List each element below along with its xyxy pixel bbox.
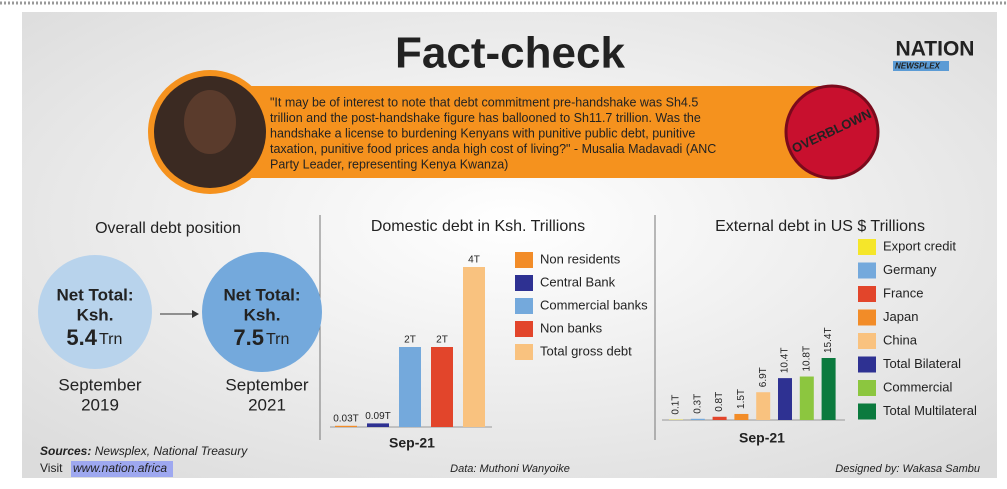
legend-label: Commercial banks: [540, 297, 648, 312]
legend-swatch: [858, 403, 876, 420]
quote: "It may be of interest to note that debt…: [270, 95, 716, 171]
chart-title: External debt in US $ Trillions: [715, 218, 925, 235]
value-label: 0.03T: [333, 413, 359, 424]
quote-line: handshake a license to burdening Kenyans…: [270, 126, 695, 140]
logo: NATION: [896, 38, 975, 61]
circle-currency: Ksh.: [77, 305, 114, 324]
legend-label: Central Bank: [540, 274, 616, 289]
value-label: 10.8T: [801, 346, 812, 372]
month: September: [58, 375, 141, 394]
circle-unit: Trn: [99, 331, 122, 348]
section-title: Overall debt position: [95, 220, 241, 237]
value-label: 10.4T: [780, 348, 791, 374]
bar: [463, 267, 485, 427]
legend-swatch: [515, 252, 533, 268]
value-label: 4T: [468, 255, 480, 266]
value-label: 0.1T: [671, 395, 682, 415]
legend-label: France: [883, 285, 923, 300]
legend-label: Total gross debt: [540, 343, 632, 358]
circle-label: Net Total:: [56, 285, 133, 304]
legend-label: Commercial: [883, 379, 952, 394]
year: 2021: [248, 395, 286, 414]
bar: [778, 378, 792, 420]
month: September: [225, 375, 308, 394]
bar: [431, 347, 453, 427]
legend-swatch: [858, 333, 876, 349]
sources: Sources: Newsplex, National Treasury: [40, 444, 248, 458]
quote-line: Party Leader, representing Kenya Kwanza): [270, 157, 508, 171]
value-label: 15.4T: [823, 327, 834, 353]
bar: [821, 358, 836, 420]
value-label: 1.5T: [736, 389, 747, 409]
title: Fact-check: [395, 29, 625, 78]
bar: [335, 425, 357, 427]
legend-label: Total Multilateral: [883, 403, 977, 418]
value-label: 6.9T: [758, 367, 769, 387]
bar: [756, 392, 771, 420]
photo-face: [184, 90, 236, 154]
link-highlight: [71, 461, 173, 477]
link[interactable]: www.nation.africa: [73, 461, 167, 475]
year: 2019: [81, 395, 119, 414]
debt-circle: [38, 255, 152, 369]
circle-amount: 5.4: [66, 325, 97, 350]
stamp: [784, 84, 880, 180]
circle-label: Net Total:: [223, 285, 300, 304]
value-label: 2T: [436, 335, 448, 346]
visit-label: Visit: [40, 461, 63, 475]
legend-label: Non banks: [540, 320, 603, 335]
legend-swatch: [515, 298, 533, 314]
logo-box: [893, 61, 949, 71]
sources-label: Sources:: [40, 444, 91, 458]
legend-swatch: [858, 309, 876, 326]
legend-swatch: [515, 321, 533, 337]
legend-swatch: [858, 356, 876, 373]
debt-circle: [202, 252, 322, 372]
quote-line: "It may be of interest to note that debt…: [270, 95, 698, 109]
charts: Domestic debt in Ksh. Trillions Sep-21 0.0…: [330, 218, 977, 451]
chart-title: Domestic debt in Ksh. Trillions: [371, 218, 585, 235]
x-tick-label: Sep-21: [739, 430, 785, 446]
sources-text: Newsplex, National Treasury: [95, 444, 249, 458]
bar: [690, 418, 705, 420]
legend-swatch: [515, 344, 533, 360]
legend-swatch: [515, 275, 533, 291]
quote-banner: [190, 86, 830, 178]
panel: [22, 12, 997, 478]
bar: [734, 413, 749, 420]
circle-unit: Trn: [266, 331, 289, 348]
legend-label: Germany: [883, 262, 937, 277]
legend-swatch: [858, 380, 876, 396]
quote-line: taxation, punitive food prices anda high…: [270, 142, 716, 156]
value-label: 0.09T: [365, 411, 391, 422]
legend-swatch: [858, 286, 876, 302]
legend-label: Export credit: [883, 238, 956, 253]
bar: [399, 347, 421, 427]
bar: [712, 416, 727, 420]
bar: [367, 423, 389, 427]
bar: [799, 376, 814, 420]
value-label: 2T: [404, 335, 416, 346]
legend-label: Total Bilateral: [883, 356, 961, 371]
circle-amount: 7.5: [233, 325, 264, 350]
legend-label: China: [883, 332, 918, 347]
value-label: 0.8T: [714, 392, 725, 412]
circle-currency: Ksh.: [244, 305, 281, 324]
legend-label: Japan: [883, 309, 918, 324]
legend-swatch: [858, 239, 876, 255]
data-credit: Data: Muthoni Wanyoike: [450, 463, 570, 475]
designer: Designed by: Wakasa Sambu: [835, 463, 980, 475]
legend-label: Non residents: [540, 251, 621, 266]
quote-line: trillion and the post-handshake figure h…: [270, 111, 701, 125]
x-tick-label: Sep-21: [389, 435, 435, 451]
value-label: 0.3T: [692, 394, 703, 414]
logo-sub: NEWSPLEX: [895, 62, 941, 71]
legend-swatch: [858, 262, 876, 279]
arrow-head: [192, 310, 199, 318]
